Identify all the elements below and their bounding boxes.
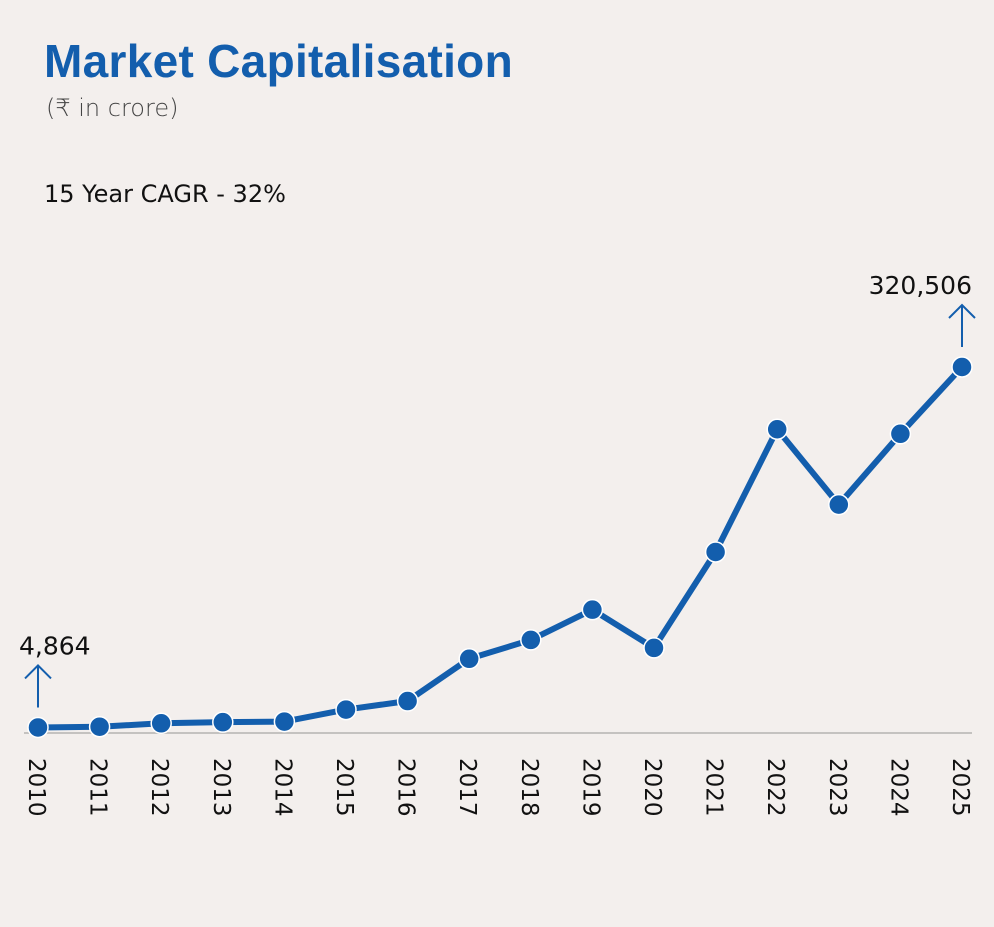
data-point xyxy=(643,637,665,659)
data-point xyxy=(704,541,727,563)
chart-subtitle: (₹ in crore) xyxy=(46,94,179,122)
x-tick-label: 2022 xyxy=(762,758,788,817)
x-tick-label: 2018 xyxy=(516,758,542,817)
x-tick-label: 2012 xyxy=(146,758,172,817)
x-tick-label: 2010 xyxy=(23,758,49,817)
arrow-up-icon xyxy=(24,664,52,708)
x-tick-label: 2016 xyxy=(393,758,419,817)
data-point xyxy=(273,710,296,733)
x-tick-label: 2019 xyxy=(577,758,603,817)
data-point xyxy=(520,629,542,651)
data-point xyxy=(766,418,788,440)
data-point xyxy=(335,698,357,721)
x-tick-label: 2023 xyxy=(824,758,850,817)
data-point xyxy=(828,493,850,516)
x-tick-label: 2025 xyxy=(947,758,973,817)
data-point xyxy=(27,716,49,739)
chart-title: Market Capitalisation xyxy=(44,35,513,87)
x-tick-label: 2021 xyxy=(701,758,727,817)
data-points xyxy=(27,356,973,739)
x-tick-label: 2024 xyxy=(885,758,911,817)
data-point xyxy=(88,715,111,738)
data-point xyxy=(951,356,973,378)
data-point xyxy=(212,711,234,733)
x-tick-label: 2014 xyxy=(269,758,295,817)
x-axis-ticks: 2010 2011 2012 2013 2014 2015 2016 2017 2018 2019… xyxy=(23,758,973,817)
data-point xyxy=(458,648,480,670)
data-labels: 4,864 320,506 xyxy=(19,271,976,708)
data-label: 4,864 xyxy=(19,631,91,660)
data-point xyxy=(396,690,419,712)
x-tick-label: 2013 xyxy=(208,758,234,817)
data-point xyxy=(889,423,912,445)
x-tick-label: 2015 xyxy=(331,758,357,817)
x-tick-label: 2020 xyxy=(639,758,665,817)
data-label: 320,506 xyxy=(869,271,972,300)
data-point xyxy=(150,712,172,735)
data-point xyxy=(581,598,604,621)
series-line xyxy=(37,364,965,731)
arrow-up-icon xyxy=(948,303,976,347)
cagr-note: 15 Year CAGR - 32% xyxy=(44,180,286,208)
x-tick-label: 2017 xyxy=(454,758,480,817)
x-tick-label: 2011 xyxy=(85,758,111,817)
